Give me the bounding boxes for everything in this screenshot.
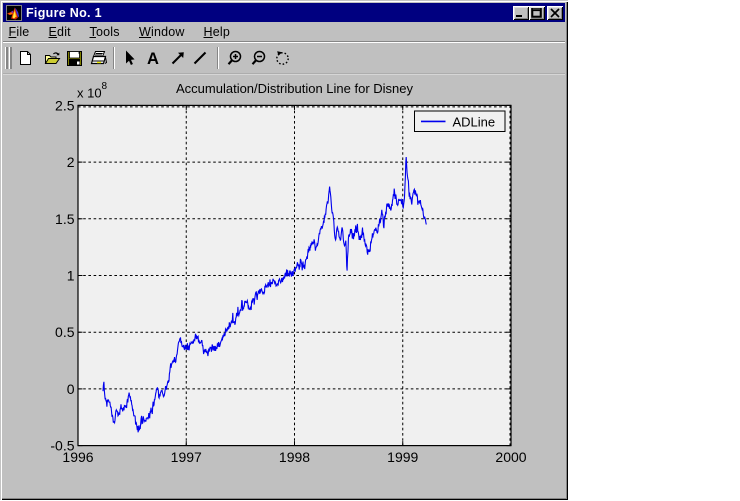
x-tick-label: 1997 xyxy=(171,449,202,465)
save-figure-button[interactable] xyxy=(63,46,85,70)
figure-canvas: 1996 1997 1998 1999 2000 -0.5 0 0.5 1 1.5 2 2.5 x 10… xyxy=(3,75,565,496)
zoom-in-icon xyxy=(227,50,241,65)
adline-series xyxy=(102,156,427,433)
titlebar[interactable]: Figure No. 1 xyxy=(3,3,565,22)
add-arrow-button[interactable] xyxy=(167,46,189,70)
svg-text:A: A xyxy=(147,50,159,66)
menubar: File Edit Tools Window Help xyxy=(3,23,565,41)
chart-title: Accumulation/Distribution Line for Disne… xyxy=(176,81,413,96)
matlab-logo-icon[interactable] xyxy=(6,4,22,21)
x-tick-label: 1996 xyxy=(62,449,93,465)
minimize-button[interactable] xyxy=(513,5,529,20)
zoom-out-button[interactable] xyxy=(247,46,269,70)
toolbar: A xyxy=(3,43,565,73)
y-axis-exponent-label: x 10 xyxy=(77,86,102,101)
zoom-in-button[interactable] xyxy=(223,46,245,70)
open-file-button[interactable] xyxy=(41,46,63,70)
add-text-button[interactable]: A xyxy=(142,46,164,70)
diagonal-line-icon xyxy=(193,51,207,65)
close-button[interactable] xyxy=(547,5,563,20)
add-line-button[interactable] xyxy=(189,46,211,70)
rotate-3d-button[interactable] xyxy=(271,46,293,70)
y-axis-exponent-value: 8 xyxy=(102,81,108,92)
menubar-divider xyxy=(3,41,565,43)
print-figure-button[interactable] xyxy=(87,46,109,70)
menu-file[interactable]: File xyxy=(8,25,30,39)
text-a-icon: A xyxy=(147,50,159,66)
toolbar-grip[interactable] xyxy=(4,47,12,69)
maximize-button[interactable] xyxy=(529,5,545,20)
legend-entry-label: ADLine xyxy=(453,114,496,129)
ad-line-chart: 1996 1997 1998 1999 2000 -0.5 0 0.5 1 1.5 2 2.5x 10… xyxy=(50,81,526,465)
matlab-figure-window: Figure No. 1 File Edit Tools Window Help xyxy=(0,0,568,500)
selection-pointer-button[interactable] xyxy=(118,46,140,70)
pointer-arrow-icon xyxy=(126,50,135,65)
new-figure-button[interactable] xyxy=(14,46,36,70)
menu-tools[interactable]: Tools xyxy=(89,25,120,39)
y-tick-label: 1.5 xyxy=(55,211,75,227)
y-tick-label: 1 xyxy=(67,268,75,284)
rotate-3d-icon xyxy=(275,50,289,65)
toolbar-divider xyxy=(3,73,565,75)
save-floppy-icon xyxy=(66,50,82,66)
zoom-out-icon xyxy=(251,50,265,65)
menu-edit[interactable]: Edit xyxy=(48,25,71,39)
y-tick-label: 2 xyxy=(67,154,75,170)
x-tick-label: 1999 xyxy=(387,449,418,465)
toolbar-separator xyxy=(113,47,115,69)
open-folder-icon xyxy=(44,52,60,64)
window-title: Figure No. 1 xyxy=(26,5,102,20)
menu-window[interactable]: Window xyxy=(139,25,185,39)
x-tick-label: 2000 xyxy=(495,449,526,465)
toolbar-separator xyxy=(217,47,219,69)
menu-help[interactable]: Help xyxy=(203,25,231,39)
y-tick-label: 0.5 xyxy=(55,324,75,340)
legend[interactable]: ADLine xyxy=(414,110,506,132)
window-controls xyxy=(513,5,563,20)
northeast-arrow-icon xyxy=(171,52,184,65)
y-tick-label: 2.5 xyxy=(55,97,75,113)
printer-icon xyxy=(90,51,107,65)
x-tick-label: 1998 xyxy=(279,449,310,465)
y-tick-label: 0 xyxy=(67,381,75,397)
y-tick-label: -0.5 xyxy=(50,438,74,454)
new-document-icon xyxy=(20,51,31,65)
